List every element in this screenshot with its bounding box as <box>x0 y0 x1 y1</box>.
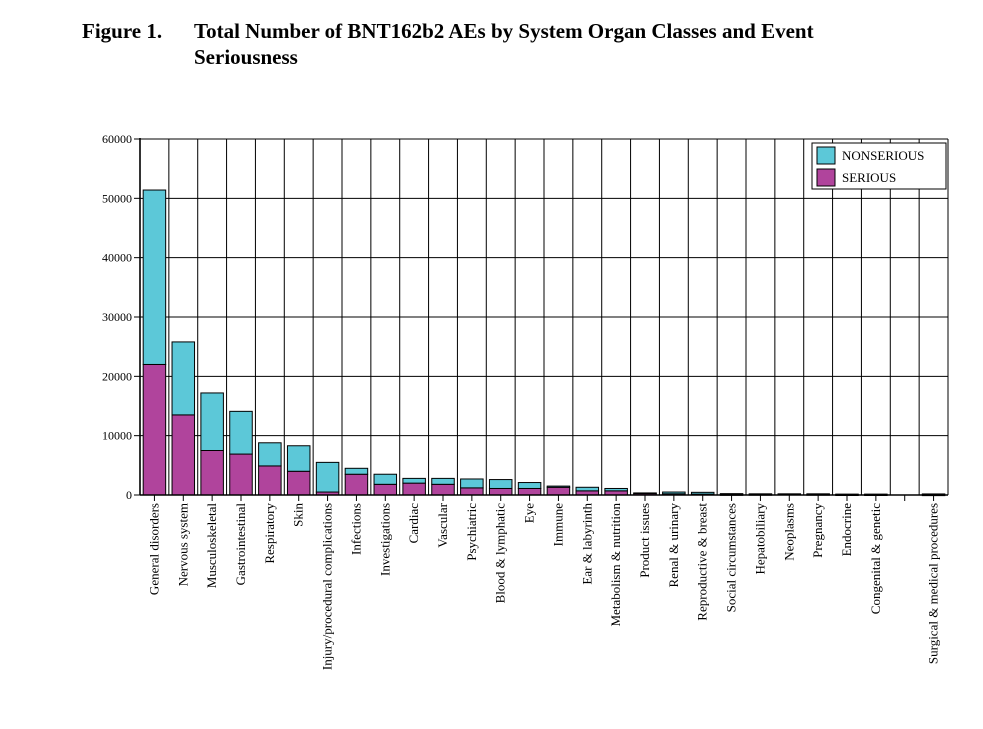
x-tick-label-vascular: Vascular <box>435 502 450 547</box>
y-tick-label-10000: 10000 <box>102 429 132 443</box>
x-tick-label-ear-labyrinth: Ear & labyrinth <box>579 503 594 585</box>
x-tick-label-immune: Immune <box>550 503 565 547</box>
x-tick-label-blood-lymphatic: Blood & lymphatic <box>493 503 508 604</box>
x-tick-label-nervous-system: Nervous system <box>175 503 190 586</box>
x-tick-label-renal-urinary: Renal & urinary <box>666 503 681 588</box>
bar-nonserious-immune <box>546 485 571 488</box>
bar-nonserious-respiratory <box>258 442 282 467</box>
x-tick-label-hepatobiliary: Hepatobiliary <box>752 503 767 575</box>
bar-serious-psychiatric <box>460 487 484 496</box>
x-tick-label-surgical-medical-procedures: Surgical & medical procedures <box>926 503 941 664</box>
bar-serious-blood-lymphatic <box>488 487 513 496</box>
bar-nonserious-ear-labyrinth <box>575 486 600 492</box>
x-tick-label-respiratory: Respiratory <box>262 503 277 564</box>
bar-nonserious-gastrointestinal <box>229 410 253 455</box>
bar-nonserious-injury-procedural-complications <box>315 461 340 493</box>
bar-nonserious-psychiatric <box>460 478 484 489</box>
bar-nonserious-infections <box>344 467 369 475</box>
x-tick-label-neoplasms: Neoplasms <box>781 503 796 561</box>
x-tick-label-product-issues: Product issues <box>637 503 652 578</box>
x-tick-label-musculoskeletal: Musculoskeletal <box>204 503 219 589</box>
x-tick-label-endocrine: Endocrine <box>839 503 854 557</box>
bar-serious-eye <box>517 487 542 496</box>
bar-serious-skin <box>286 470 311 496</box>
legend-swatch-nonserious <box>816 146 836 165</box>
x-tick-label-reproductive-breast: Reproductive & breast <box>695 503 710 621</box>
bar-nonserious-reproductive-breast <box>690 491 715 495</box>
bar-nonserious-skin <box>286 445 311 472</box>
y-tick-label-60000: 60000 <box>102 132 132 146</box>
y-tick-label-0: 0 <box>126 488 132 502</box>
bar-serious-immune <box>546 486 571 496</box>
bar-serious-musculoskeletal <box>200 450 224 496</box>
bar-nonserious-vascular <box>431 477 455 485</box>
legend-swatch-serious <box>816 168 836 187</box>
legend-label-serious: SERIOUS <box>842 170 896 185</box>
bar-nonserious-musculoskeletal <box>200 392 224 451</box>
x-tick-label-skin: Skin <box>291 503 306 527</box>
bar-serious-general-disorders <box>142 363 167 496</box>
x-tick-label-metabolism-nutrition: Metabolism & nutrition <box>608 503 623 627</box>
bar-serious-cardiac <box>402 482 426 496</box>
bar-nonserious-eye <box>517 482 542 489</box>
x-tick-label-pregnancy: Pregnancy <box>810 503 825 558</box>
bar-nonserious-nervous-system <box>171 341 196 416</box>
x-tick-label-gastrointestinal: Gastrointestinal <box>233 503 248 586</box>
x-tick-label-cardiac: Cardiac <box>406 503 421 544</box>
bar-nonserious-metabolism-nutrition <box>604 487 628 492</box>
bar-nonserious-blood-lymphatic <box>488 479 513 489</box>
bar-nonserious-cardiac <box>402 477 426 484</box>
bar-nonserious-investigations <box>373 473 398 485</box>
bar-nonserious-renal-urinary <box>662 491 686 495</box>
figure-title: Total Number of BNT162b2 AEs by System O… <box>194 19 814 69</box>
x-tick-label-eye: Eye <box>522 503 537 523</box>
bar-nonserious-product-issues <box>633 492 657 495</box>
bar-serious-infections <box>344 473 369 496</box>
x-tick-label-general-disorders: General disorders <box>146 503 161 595</box>
bar-serious-vascular <box>431 483 455 496</box>
y-tick-label-20000: 20000 <box>102 369 132 383</box>
y-tick-label-30000: 30000 <box>102 310 132 324</box>
x-tick-label-social-circumstances: Social circumstances <box>724 503 739 612</box>
figure-label: Figure 1. <box>82 19 163 43</box>
y-tick-label-50000: 50000 <box>102 191 132 205</box>
bar-nonserious-general-disorders <box>142 189 167 365</box>
x-axis-labels: General disorders Nervous system Musculosk… <box>146 495 941 670</box>
bar-serious-respiratory <box>258 465 282 496</box>
chart-grid <box>139 138 949 496</box>
x-tick-label-investigations: Investigations <box>377 503 392 576</box>
bar-serious-investigations <box>373 483 398 496</box>
legend-label-nonserious: NONSERIOUS <box>842 148 924 163</box>
y-tick-label-40000: 40000 <box>102 251 132 265</box>
x-tick-label-congenital-genetic: Congenital & genetic <box>868 503 883 614</box>
x-tick-label-psychiatric: Psychiatric <box>464 503 479 561</box>
chart-legend: NONSERIOUS SERIOUS <box>811 142 947 190</box>
bar-serious-nervous-system <box>171 414 196 496</box>
x-tick-label-injury-procedural-complications: Injury/procedural complications <box>320 503 335 670</box>
bar-serious-gastrointestinal <box>229 453 253 496</box>
x-tick-label-infections: Infections <box>348 503 363 555</box>
y-axis-ticks: 0 10000 20000 30000 40000 50000 60000 <box>102 132 140 502</box>
